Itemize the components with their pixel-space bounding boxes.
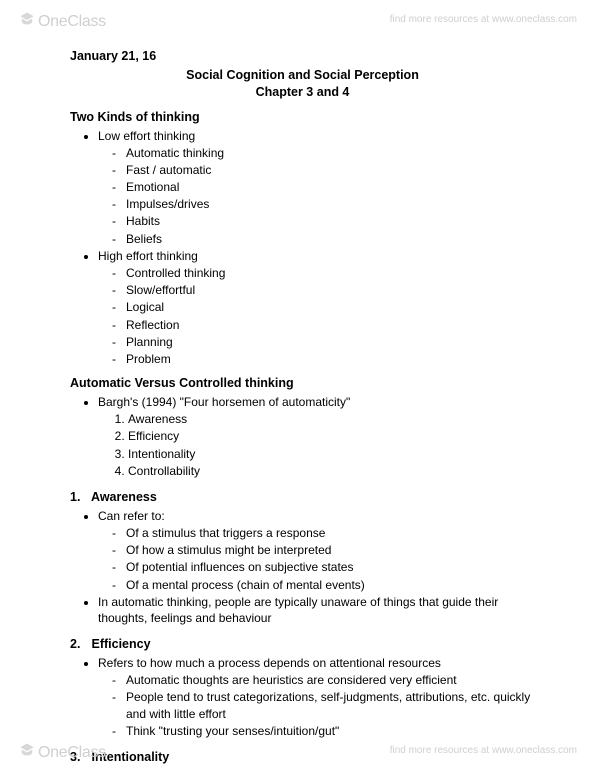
brand-name: OneClass xyxy=(38,744,106,762)
heading-auto-vs-controlled: Automatic Versus Controlled thinking xyxy=(70,375,535,392)
list-item: Fast / automatic xyxy=(126,162,535,178)
heading-awareness: 1. Awareness xyxy=(70,489,535,506)
high-effort-label: High effort thinking xyxy=(98,249,198,263)
oneclass-logo-icon xyxy=(18,742,36,760)
watermark-bottom: OneClass find more resources at www.onec… xyxy=(0,731,595,770)
list-item: Of a stimulus that triggers a response xyxy=(126,525,535,541)
heading-text: Awareness xyxy=(91,490,157,504)
heading-number: 2. xyxy=(70,636,88,653)
list-item: Slow/effortful xyxy=(126,282,535,298)
list-item: Low effort thinking Automatic thinking F… xyxy=(98,128,535,247)
doc-date: January 21, 16 xyxy=(70,48,535,65)
brand-name: OneClass xyxy=(38,13,106,31)
brand-logo: OneClass xyxy=(18,8,106,31)
list-item: Habits xyxy=(126,213,535,229)
list-item: Of how a stimulus might be interpreted xyxy=(126,542,535,558)
low-effort-label: Low effort thinking xyxy=(98,129,195,143)
doc-subtitle: Chapter 3 and 4 xyxy=(70,84,535,101)
heading-number: 1. xyxy=(70,489,88,506)
list-item: Refers to how much a process depends on … xyxy=(98,655,535,739)
list-item: Problem xyxy=(126,351,535,367)
list-item: High effort thinking Controlled thinking… xyxy=(98,248,535,367)
list-item: Logical xyxy=(126,299,535,315)
list-item: Automatic thoughts are heuristics are co… xyxy=(126,672,535,688)
list-item: Automatic thinking xyxy=(126,145,535,161)
oneclass-logo-icon xyxy=(18,11,36,29)
list-item: Of a mental process (chain of mental eve… xyxy=(126,577,535,593)
efficiency-intro: Refers to how much a process depends on … xyxy=(98,656,441,670)
heading-efficiency: 2. Efficiency xyxy=(70,636,535,653)
can-refer-label: Can refer to: xyxy=(98,509,165,523)
brand-logo: OneClass xyxy=(18,739,106,762)
list-item: Controlled thinking xyxy=(126,265,535,281)
list-item: Awareness xyxy=(128,411,535,427)
list-item: Intentionality xyxy=(128,446,535,462)
heading-text: Efficiency xyxy=(91,637,150,651)
list-item: In automatic thinking, people are typica… xyxy=(98,594,535,626)
bargh-label: Bargh's (1994) "Four horsemen of automat… xyxy=(98,395,350,409)
list-item: Of potential influences on subjective st… xyxy=(126,559,535,575)
watermark-tagline: find more resources at www.oneclass.com xyxy=(390,14,577,25)
list-item: Planning xyxy=(126,334,535,350)
list-item: Efficiency xyxy=(128,428,535,444)
list-item: Beliefs xyxy=(126,231,535,247)
heading-two-kinds: Two Kinds of thinking xyxy=(70,109,535,126)
doc-title: Social Cognition and Social Perception xyxy=(70,67,535,84)
list-item: Emotional xyxy=(126,179,535,195)
document-body: January 21, 16 Social Cognition and Soci… xyxy=(70,48,535,768)
list-item: Controllability xyxy=(128,463,535,479)
watermark-top: OneClass find more resources at www.onec… xyxy=(0,0,595,39)
list-item: Bargh's (1994) "Four horsemen of automat… xyxy=(98,394,535,479)
watermark-tagline: find more resources at www.oneclass.com xyxy=(390,745,577,756)
list-item: People tend to trust categorizations, se… xyxy=(126,689,535,721)
list-item: Impulses/drives xyxy=(126,196,535,212)
list-item: Can refer to: Of a stimulus that trigger… xyxy=(98,508,535,593)
list-item: Reflection xyxy=(126,317,535,333)
